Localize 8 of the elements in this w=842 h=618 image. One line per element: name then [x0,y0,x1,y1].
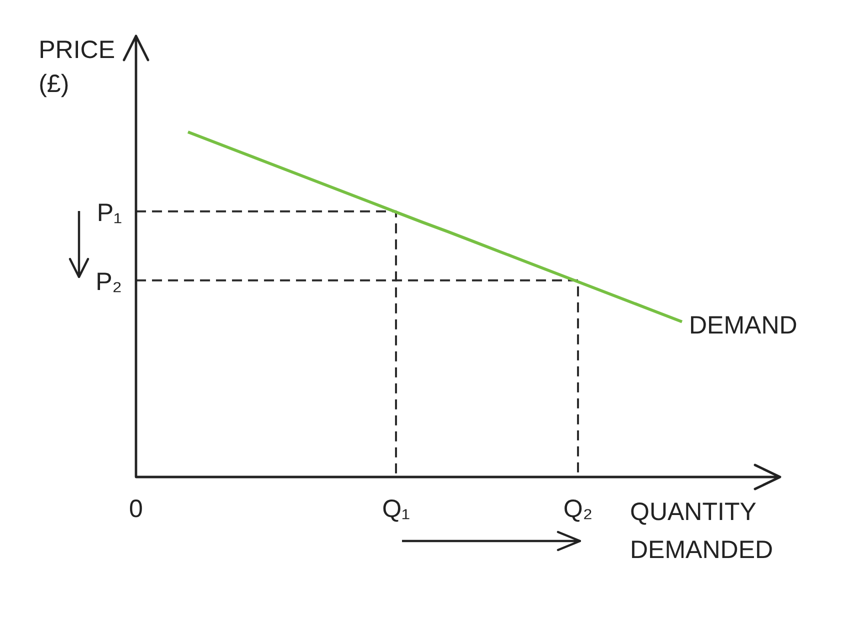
x-tick-label: Q₁ [382,494,410,523]
annotation: P₁ [96,199,122,228]
x-tick-label: Q₂ [563,494,593,523]
y-axis-title: PRICE (£) [38,36,115,98]
annotation: P₂ [96,268,122,296]
x-tick-label: 0 [129,494,143,523]
x-axis-title: QUANTITY DEMANDED [630,498,774,564]
series-label: DEMAND [689,312,798,340]
